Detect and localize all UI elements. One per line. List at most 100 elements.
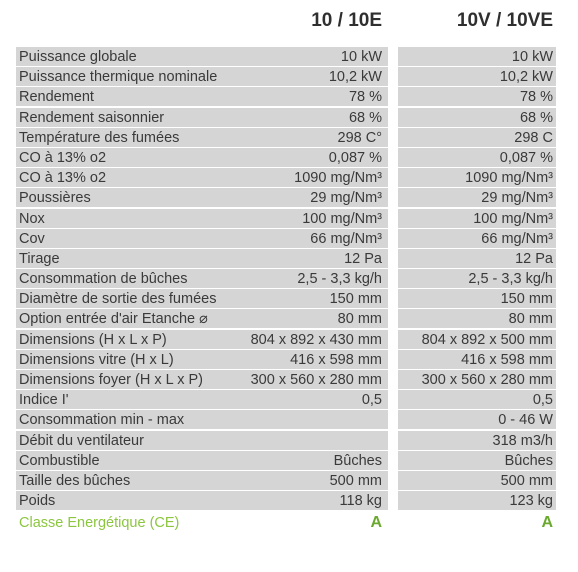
value-10v-10ve: 78 % (519, 89, 553, 106)
row-shade (16, 168, 388, 188)
table-row: Rendement 78 % 78 % (16, 87, 556, 108)
value-10-10e: 150 mm (329, 291, 382, 308)
value-10v-10ve: 416 x 598 mm (461, 351, 553, 368)
value-10-10e: 300 x 560 x 280 mm (250, 372, 382, 388)
table-row: Cov 66 mg/Nm³ 66 mg/Nm³ (16, 228, 556, 250)
value-10v-10ve: 300 x 560 x 280 mm (421, 372, 553, 388)
value-10v-10ve: 80 mm (508, 311, 553, 328)
value-10-10e: 118 kg (339, 493, 382, 510)
row-shade-right (398, 309, 556, 329)
table-row: Température des fumées 298 C° 298 C (16, 127, 556, 149)
table-row: Puissance globale 10 kW 10 kW (16, 47, 556, 68)
value-10v-10ve: 68 % (519, 109, 553, 126)
value-10v-10ve: 29 mg/Nm³ (481, 190, 553, 207)
row-shade-right (398, 491, 556, 511)
column-header-10v-10ve: 10V / 10VE (456, 10, 553, 31)
value-10-10e: 78 % (348, 89, 382, 106)
row-shade (16, 390, 388, 410)
row-shade-right (398, 390, 556, 410)
value-10v-10ve: 123 kg (509, 493, 553, 510)
row-shade (16, 370, 388, 389)
value-10-10e: 80 mm (337, 311, 382, 328)
table-row: Consommation de bûches 2,5 - 3,3 kg/h 2,5 … (16, 269, 556, 290)
row-shade (16, 127, 388, 147)
row-shade (16, 188, 388, 208)
value-10v-10ve: 2,5 - 3,3 kg/h (468, 271, 553, 288)
table-row: Dimensions vitre (H x L) 416 x 598 mm 416 … (16, 349, 556, 371)
value-10-10e: 12 Pa (344, 250, 382, 267)
value-10-10e: 298 C° (337, 129, 383, 146)
row-shade-right (398, 188, 556, 208)
row-label: Température des fumées (19, 129, 180, 146)
table-row: Option entrée d'air Etanche ⌀ 80 mm 80 mm (16, 309, 556, 330)
value-10-10e: 416 x 598 mm (290, 351, 382, 368)
value-10v-10ve: 66 mg/Nm³ (481, 230, 553, 247)
row-shade (16, 450, 388, 470)
energy-class-10-10e: A (370, 514, 382, 532)
table-row: Indice I' 0,5 0,5 (16, 390, 556, 411)
row-shade-right (398, 410, 556, 430)
row-shade (16, 491, 388, 511)
row-label: Diamètre de sortie des fumées (19, 291, 217, 308)
column-header-10-10e: 10 / 10E (311, 10, 382, 31)
row-label: Nox (19, 210, 45, 227)
value-10-10e: 66 mg/Nm³ (310, 230, 382, 247)
row-label: Consommation min - max (19, 412, 185, 429)
row-shade (16, 208, 388, 228)
value-10-10e: 68 % (348, 109, 382, 126)
table-row: Combustible Bûches Bûches (16, 450, 556, 472)
table-row: Taille des bûches 500 mm 500 mm (16, 470, 556, 492)
row-shade (16, 309, 388, 329)
row-shade-right (398, 349, 556, 369)
value-10-10e: 10,2 kW (328, 69, 382, 86)
row-shade (16, 430, 388, 450)
row-label: Dimensions foyer (H x L x P) (19, 372, 203, 388)
row-shade-right (398, 67, 556, 87)
value-10v-10ve: 804 x 892 x 500 mm (421, 331, 553, 348)
row-shade-right (398, 248, 556, 268)
row-shade-right (398, 450, 556, 470)
value-10-10e: 0,5 (361, 392, 382, 409)
value-10-10e (16, 431, 382, 450)
table-row: Diamètre de sortie des fumées 150 mm 150 m… (16, 289, 556, 310)
row-shade (16, 349, 388, 369)
row-label: Dimensions vitre (H x L) (19, 351, 174, 368)
row-shade-right (398, 269, 556, 289)
value-10v-10ve: 0,5 (532, 392, 553, 409)
table-row: Puissance thermique nominale 10,2 kW 10,2 … (16, 67, 556, 88)
row-shade (16, 269, 388, 289)
row-label: Débit du ventilateur (19, 432, 144, 449)
row-shade-right (398, 430, 556, 450)
row-label: Tirage (19, 250, 60, 267)
row-label: Poids (19, 493, 56, 510)
value-10v-10ve: 10 kW (511, 49, 553, 65)
row-shade (16, 248, 388, 268)
value-10v-10ve: 100 mg/Nm³ (473, 210, 553, 227)
row-shade (16, 228, 388, 248)
row-shade-right (398, 370, 556, 389)
row-shade (16, 470, 388, 490)
energy-class-row: Classe Energétique (CE) A A (16, 513, 556, 533)
table-row: Consommation min - max 0 - 46 W (16, 410, 556, 431)
value-10-10e: 100 mg/Nm³ (302, 210, 382, 227)
row-shade (16, 47, 388, 66)
row-label: Puissance thermique nominale (19, 69, 218, 86)
value-10-10e: Bûches (333, 452, 382, 469)
value-10-10e (16, 410, 382, 429)
row-shade (16, 329, 388, 349)
value-10v-10ve: 318 m3/h (492, 432, 553, 449)
row-label: CO à 13% o2 (19, 170, 107, 187)
row-shade (16, 147, 388, 167)
row-label: Taille des bûches (19, 472, 131, 489)
row-shade (16, 67, 388, 87)
table-row: Dimensions foyer (H x L x P) 300 x 560 x … (16, 370, 556, 391)
row-shade-right (398, 228, 556, 248)
value-10v-10ve: 12 Pa (515, 250, 553, 267)
row-label: Rendement saisonnier (19, 109, 165, 126)
table-row: Tirage 12 Pa 12 Pa (16, 248, 556, 270)
row-shade-right (398, 127, 556, 147)
row-label: Rendement (19, 89, 94, 106)
table-row: Poussières 29 mg/Nm³ 29 mg/Nm³ (16, 188, 556, 209)
row-shade-right (398, 168, 556, 188)
value-10-10e: 0,087 % (328, 149, 382, 166)
